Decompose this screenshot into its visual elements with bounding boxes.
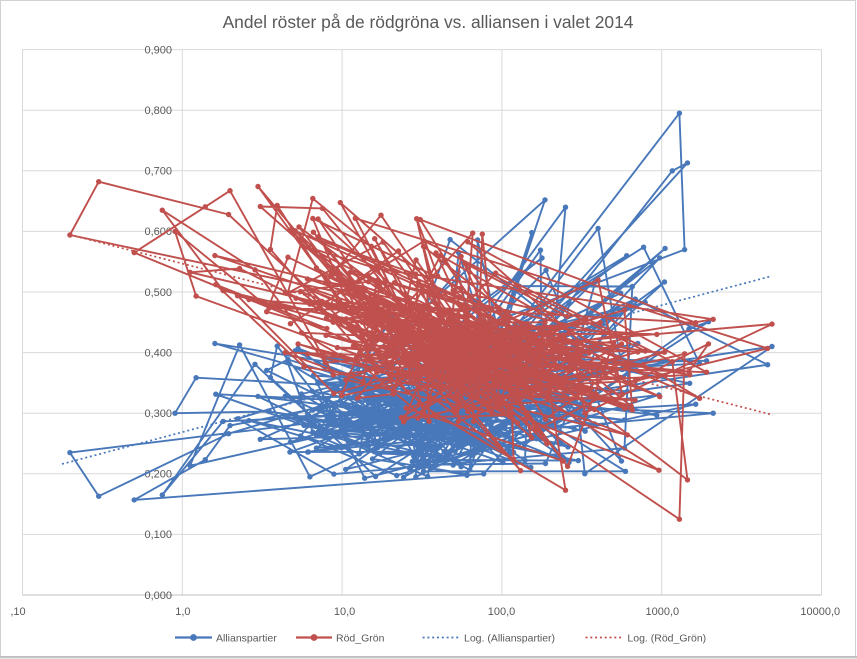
- svg-text:Andel röster på de rödgröna vs: Andel röster på de rödgröna vs. allianse…: [223, 12, 634, 32]
- svg-text:Log. (Röd_Grön): Log. (Röd_Grön): [627, 633, 706, 645]
- svg-text:0,000: 0,000: [144, 590, 172, 602]
- svg-text:0,700: 0,700: [144, 166, 172, 178]
- svg-text:100,0: 100,0: [488, 606, 516, 618]
- svg-text:0,200: 0,200: [144, 469, 172, 481]
- svg-text:0,500: 0,500: [144, 287, 172, 299]
- svg-text:0,100: 0,100: [144, 529, 172, 541]
- svg-text:Allianspartier: Allianspartier: [216, 633, 277, 645]
- svg-text:1,0: 1,0: [175, 606, 190, 618]
- svg-text:0,400: 0,400: [144, 347, 172, 359]
- svg-text:0,300: 0,300: [144, 408, 172, 420]
- svg-text:Log. (Allianspartier): Log. (Allianspartier): [464, 633, 555, 645]
- svg-text:,10: ,10: [10, 606, 25, 618]
- svg-text:1000,0: 1000,0: [645, 606, 679, 618]
- svg-text:0,600: 0,600: [144, 226, 172, 238]
- svg-text:10,0: 10,0: [334, 606, 355, 618]
- svg-text:10000,0: 10000,0: [800, 606, 840, 618]
- svg-text:0,900: 0,900: [144, 44, 172, 56]
- svg-text:0,800: 0,800: [144, 105, 172, 117]
- svg-text:Röd_Grön: Röd_Grön: [336, 633, 385, 645]
